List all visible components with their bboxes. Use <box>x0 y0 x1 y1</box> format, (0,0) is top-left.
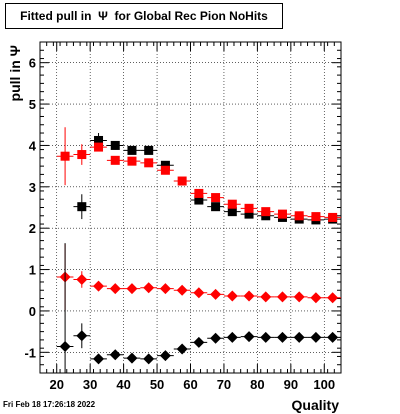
square-marker <box>194 188 204 198</box>
diamond-marker <box>193 336 205 348</box>
square-marker <box>177 176 187 186</box>
diamond-marker <box>260 331 272 343</box>
y-tick-label: 5 <box>29 97 36 112</box>
timestamp: Fri Feb 18 17:26:18 2022 <box>3 400 96 409</box>
square-marker <box>194 195 204 205</box>
y-tick-label: 4 <box>29 138 37 153</box>
y-tick-label: 6 <box>29 56 36 71</box>
square-marker <box>277 209 287 219</box>
square-marker <box>144 145 154 155</box>
diamond-marker <box>276 331 288 343</box>
diamond-marker <box>193 287 205 299</box>
x-tick-label: 40 <box>116 377 130 392</box>
square-marker <box>144 158 154 168</box>
y-tick-label: 3 <box>29 180 36 195</box>
square-marker <box>94 135 104 145</box>
x-tick-label: 90 <box>284 377 298 392</box>
square-marker <box>127 156 137 166</box>
diamond-marker <box>210 288 222 300</box>
diamond-marker <box>310 292 322 304</box>
square-marker <box>110 155 120 165</box>
diamond-marker <box>243 331 255 343</box>
diamond-marker <box>126 283 138 295</box>
diamond-marker <box>243 290 255 302</box>
square-marker <box>211 193 221 203</box>
diamond-marker <box>226 331 238 343</box>
diamond-marker <box>126 352 138 364</box>
square-marker <box>160 165 170 175</box>
diamond-marker <box>176 284 188 296</box>
square-marker <box>244 209 254 219</box>
y-tick-label: 2 <box>29 221 36 236</box>
diamond-marker <box>109 283 121 295</box>
diamond-marker <box>109 349 121 361</box>
diamond-marker <box>327 331 339 343</box>
square-marker <box>261 207 271 217</box>
diamond-marker <box>226 290 238 302</box>
square-marker <box>127 145 137 155</box>
diamond-marker <box>276 291 288 303</box>
data-points <box>56 127 341 373</box>
square-marker <box>211 202 221 212</box>
x-tick-label: 20 <box>49 377 63 392</box>
square-marker <box>77 150 87 160</box>
diamond-marker <box>327 292 339 304</box>
square-marker <box>94 142 104 152</box>
grid <box>40 42 341 373</box>
axes: -1 0 1 2 3 4 5 6 20 30 40 50 60 70 80 90 100 <box>24 41 342 392</box>
x-tick-label: 60 <box>183 377 197 392</box>
diamond-marker <box>210 332 222 344</box>
x-axis-title: Quality <box>292 397 340 413</box>
diamond-marker <box>293 291 305 303</box>
diamond-marker <box>93 353 105 365</box>
square-marker <box>77 202 87 212</box>
x-tick-label: 70 <box>217 377 231 392</box>
diamond-marker <box>293 331 305 343</box>
diamond-marker <box>76 273 88 285</box>
square-marker <box>311 212 321 222</box>
square-marker <box>60 151 70 161</box>
square-marker <box>160 160 170 170</box>
square-marker <box>227 207 237 217</box>
y-tick-label: 1 <box>29 263 36 278</box>
diamond-marker <box>260 291 272 303</box>
x-tick-label: 100 <box>313 377 335 392</box>
diamond-marker <box>59 341 71 353</box>
diamond-marker <box>176 343 188 355</box>
x-tick-label: 30 <box>83 377 97 392</box>
diamond-marker <box>76 330 88 342</box>
chart-title: Fitted pull in Ψ for Global Rec Pion NoH… <box>20 9 268 23</box>
diamond-marker <box>159 350 171 362</box>
square-marker <box>110 140 120 150</box>
diamond-marker <box>143 353 155 365</box>
square-marker <box>328 212 338 222</box>
y-tick-label: -1 <box>24 345 36 360</box>
chart-title-box: Fitted pull in Ψ for Global Rec Pion NoH… <box>5 3 283 29</box>
y-axis-title: pull in Ψ <box>7 45 23 101</box>
diamond-marker <box>93 280 105 292</box>
x-tick-label: 80 <box>250 377 264 392</box>
square-marker <box>294 211 304 221</box>
y-tick-label: 0 <box>29 304 36 319</box>
diamond-marker <box>159 283 171 295</box>
diamond-marker <box>310 331 322 343</box>
x-tick-label: 50 <box>150 377 164 392</box>
square-marker <box>227 199 237 209</box>
diamond-marker <box>143 282 155 294</box>
square-marker <box>244 203 254 213</box>
